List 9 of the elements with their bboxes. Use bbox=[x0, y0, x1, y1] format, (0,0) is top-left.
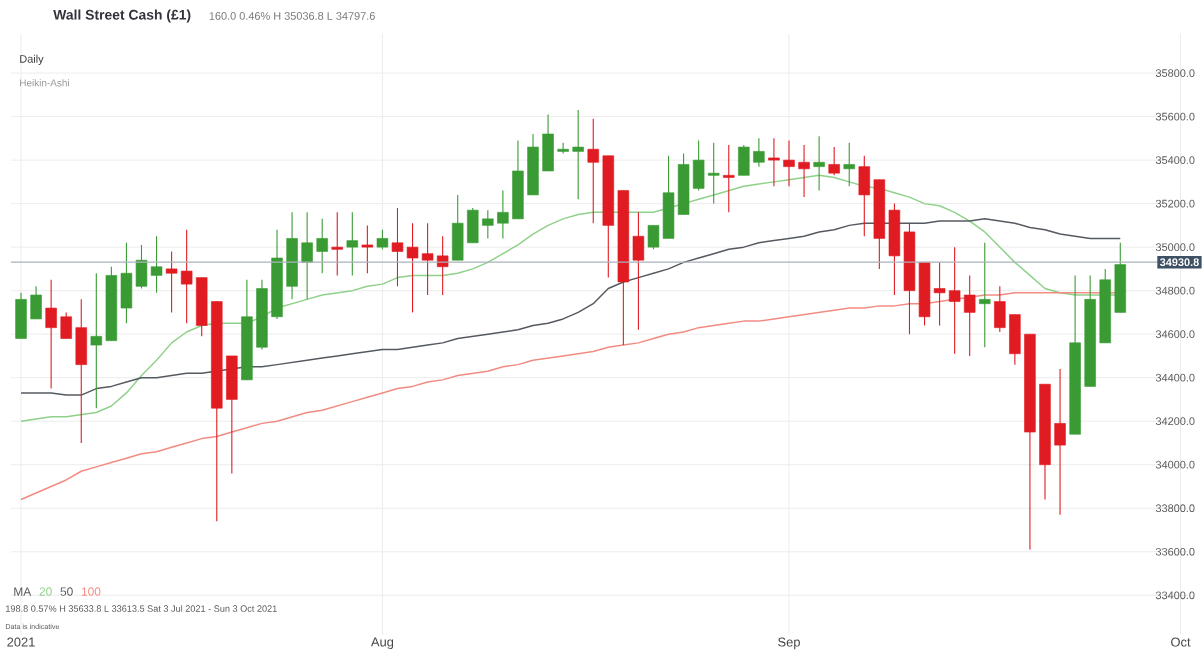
candlestick bbox=[723, 144, 735, 213]
candlestick bbox=[346, 211, 359, 276]
candlestick bbox=[813, 135, 825, 191]
candlestick bbox=[331, 211, 343, 276]
candlestick bbox=[361, 224, 374, 274]
candlestick bbox=[843, 142, 855, 187]
candlestick bbox=[376, 229, 389, 250]
candlestick bbox=[828, 146, 840, 176]
candlestick bbox=[979, 242, 991, 348]
